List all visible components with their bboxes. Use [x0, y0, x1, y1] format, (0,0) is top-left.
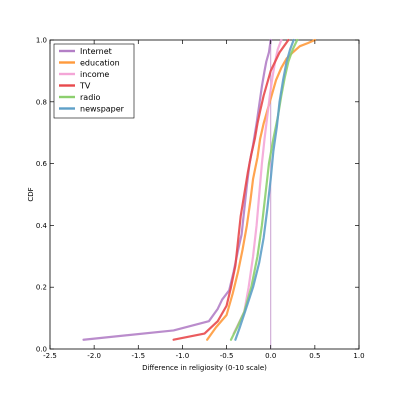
- x-tick-label: 0.5: [309, 352, 320, 360]
- y-tick-label: 0.2: [36, 284, 47, 292]
- x-tick-label: -2.5: [43, 352, 57, 360]
- series-line-internet: [82, 38, 272, 341]
- legend-label-radio: radio: [80, 93, 100, 102]
- y-tick-label: 0.0: [36, 346, 47, 354]
- series-line-tv: [172, 38, 290, 341]
- legend-label-tv: TV: [79, 82, 91, 91]
- x-axis-ticks: -2.5 -2.0 -1.5 -1.0 -0.5 0.0 0.5 1.0: [43, 40, 365, 360]
- legend-box: [53, 43, 135, 119]
- x-tick-label: -1.0: [176, 352, 190, 360]
- legend-label-income: income: [80, 70, 109, 79]
- y-axis-label: CDF: [27, 187, 35, 201]
- legend-label-internet: Internet: [80, 47, 112, 56]
- legend: Internet education income TV radio newspaper: [53, 43, 135, 119]
- legend-label-education: education: [80, 59, 120, 68]
- y-tick-label: 1.0: [36, 37, 47, 45]
- x-tick-label: -1.5: [131, 352, 145, 360]
- x-tick-label: 1.0: [353, 352, 364, 360]
- x-tick-label: 0.0: [265, 352, 276, 360]
- x-tick-label: -0.5: [220, 352, 234, 360]
- y-axis-ticks: 0.0 0.2 0.4 0.6 0.8 1.0: [36, 37, 359, 354]
- series-line-newspaper: [234, 38, 295, 341]
- x-tick-label: -2.0: [87, 352, 101, 360]
- legend-label-newspaper: newspaper: [80, 105, 125, 114]
- x-axis-label: Difference in religiosity (0-10 scale): [142, 364, 267, 372]
- y-tick-label: 0.6: [36, 160, 48, 168]
- y-tick-label: 0.8: [36, 98, 47, 106]
- series-lines: [82, 38, 316, 341]
- y-tick-label: 0.4: [36, 222, 48, 230]
